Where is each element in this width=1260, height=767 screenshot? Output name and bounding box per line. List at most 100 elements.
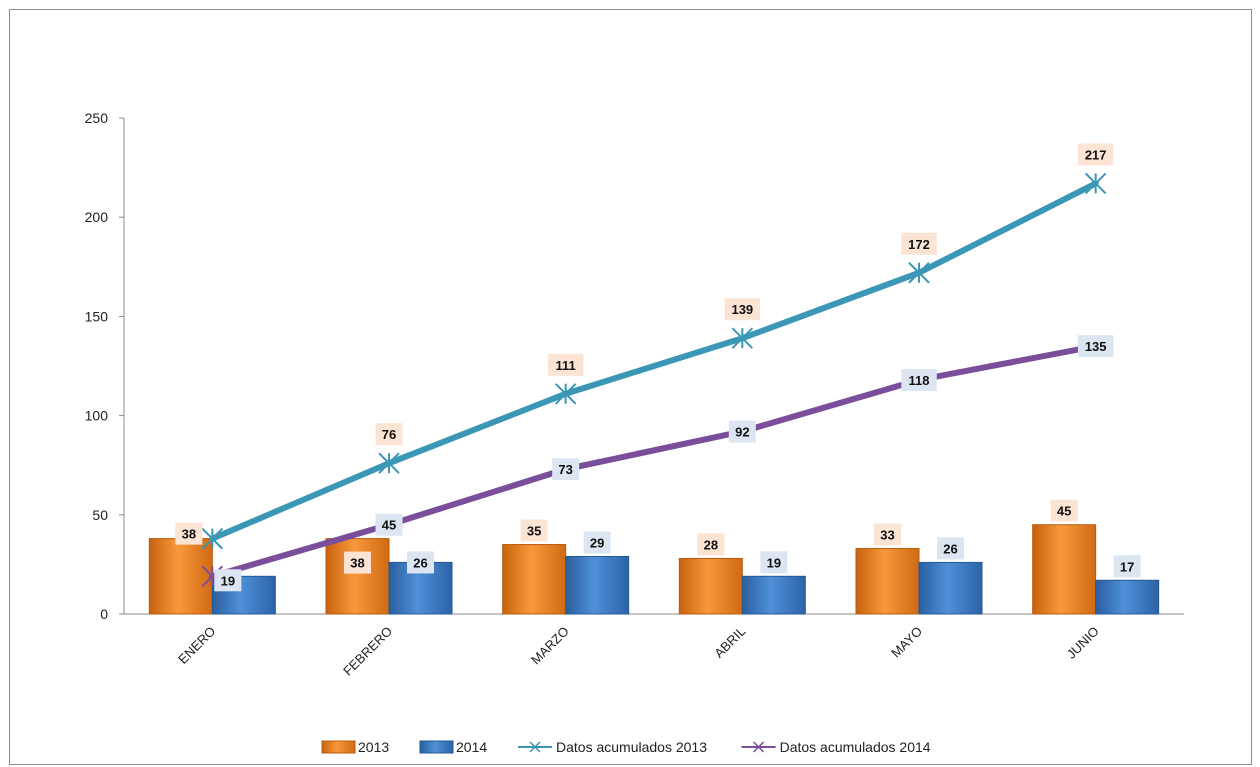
y-tick-label: 250: [85, 110, 109, 126]
data-label-datos-acumulados-2014: 118: [901, 368, 937, 391]
bars: [148, 524, 1160, 615]
data-label-2013: 33: [874, 523, 901, 546]
x-tick-label: ABRIL: [711, 624, 748, 661]
marker-datos-acumulados-2013-abril: [731, 327, 754, 349]
data-label-text: 29: [590, 535, 604, 550]
bar-2013-febrero: [325, 538, 390, 615]
data-label-box: [724, 298, 761, 321]
data-label-box: [547, 353, 584, 376]
data-label-text: 38: [182, 527, 196, 542]
data-label-datos-acumulados-2014: 135: [1077, 335, 1114, 358]
x-tick-label: JUNIO: [1064, 624, 1102, 662]
legend-item-datos-acumulados-2013: Datos acumulados 2013: [518, 739, 707, 755]
data-label-datos-acumulados-2013: 111: [547, 353, 584, 376]
data-label-2014: 26: [937, 537, 964, 560]
bar-2013-marzo: [502, 544, 567, 615]
data-label-datos-acumulados-2013: 217: [1077, 143, 1114, 166]
bar-2013-mayo: [855, 548, 920, 615]
legend-item-datos-acumulados-2014: Datos acumulados 2014: [741, 739, 931, 755]
data-label-text: 33: [880, 528, 894, 543]
data-label-box: [375, 423, 403, 446]
y-tick-label: 100: [85, 408, 109, 424]
data-label-text: 38: [350, 556, 364, 571]
data-label-2014: 26: [407, 551, 434, 574]
data-label-box: [874, 523, 901, 546]
lines: [201, 172, 1107, 588]
data-label-box: [214, 569, 242, 592]
x-tick-label: MAYO: [888, 624, 925, 661]
y-tick-label: 50: [92, 507, 108, 523]
data-label-2014: 19: [214, 569, 242, 592]
data-label-text: 26: [943, 541, 957, 556]
data-label-datos-acumulados-2014: 73: [552, 458, 580, 481]
legend: 2013 2014 Datos acumulados 2013 Datos acumu…: [321, 739, 931, 755]
data-label-text: 19: [221, 573, 235, 588]
line-datos-acumulados-2014: [209, 343, 1099, 580]
chart-frame: [9, 9, 1252, 765]
data-label-box: [407, 551, 434, 574]
legend-label: 2013: [358, 739, 389, 755]
data-label-datos-acumulados-2014: 92: [728, 420, 756, 443]
data-label-box: [1077, 335, 1114, 358]
bar-2014-junio: [1095, 579, 1160, 615]
data-label-datos-acumulados-2014: 45: [375, 513, 403, 536]
y-tick-label: 150: [85, 308, 109, 324]
data-label-box: [344, 551, 371, 574]
data-label-datos-acumulados-2013: 139: [724, 298, 761, 321]
legend-item-2014: 2014: [419, 739, 487, 755]
x-tick-label: ENERO: [175, 624, 218, 667]
marker-datos-acumulados-2013-mayo: [908, 262, 930, 284]
data-label-2013: 38: [175, 522, 203, 545]
data-label-datos-acumulados-2013: 76: [375, 423, 403, 446]
data-label-2014: 29: [583, 531, 611, 554]
data-label-text: 135: [1085, 339, 1107, 354]
data-label-text: 111: [556, 358, 576, 373]
data-label-text: 139: [731, 302, 753, 317]
data-label-box: [520, 519, 548, 542]
data-labels: 38 38 35 28 33 45 19 26 29 19 26 17 76 111 139 172 217 45…: [175, 143, 1141, 592]
data-label-box: [552, 458, 580, 481]
data-label-box: [375, 513, 403, 536]
legend-swatch: [419, 740, 454, 754]
y-tick-label: 0: [100, 606, 108, 622]
data-label-text: 92: [735, 424, 749, 439]
data-label-text: 73: [558, 462, 572, 477]
legend-label: Datos acumulados 2014: [780, 739, 931, 755]
data-label-text: 76: [382, 427, 396, 442]
bar-2013-enero: [148, 538, 213, 615]
data-label-2013: 38: [344, 551, 371, 574]
data-label-text: 17: [1120, 559, 1134, 574]
data-label-2013: 45: [1050, 499, 1078, 522]
data-label-box: [1077, 143, 1114, 166]
bar-2013-abril: [678, 557, 743, 615]
data-label-box: [728, 420, 756, 443]
data-label-2014: 19: [760, 551, 788, 574]
data-label-datos-acumulados-2013: 172: [901, 232, 937, 255]
data-label-2013: 35: [520, 519, 548, 542]
data-label-text: 217: [1085, 147, 1107, 162]
data-label-box: [760, 551, 788, 574]
data-label-text: 45: [1057, 504, 1071, 519]
legend-swatch: [321, 740, 356, 754]
data-label-text: 172: [908, 237, 930, 252]
marker-datos-acumulados-2013-junio: [1084, 172, 1107, 195]
data-label-box: [697, 533, 725, 556]
data-label-text: 19: [767, 555, 781, 570]
data-label-box: [1050, 499, 1078, 522]
data-label-2014: 17: [1113, 555, 1141, 578]
bar-2013-junio: [1032, 524, 1097, 615]
legend-item-2013: 2013: [321, 739, 389, 755]
bar-2014-mayo: [918, 561, 983, 615]
line-datos-acumulados-2013: [209, 180, 1099, 542]
data-label-2013: 28: [697, 533, 725, 556]
data-label-box: [175, 522, 203, 545]
marker-datos-acumulados-2013-marzo: [554, 383, 577, 405]
data-label-text: 118: [909, 373, 930, 388]
y-tick-label: 200: [85, 209, 109, 225]
data-label-text: 26: [413, 555, 427, 570]
legend-label: 2014: [456, 739, 487, 755]
bar-2014-abril: [741, 575, 806, 615]
data-label-box: [937, 537, 964, 560]
data-label-text: 35: [527, 524, 541, 539]
